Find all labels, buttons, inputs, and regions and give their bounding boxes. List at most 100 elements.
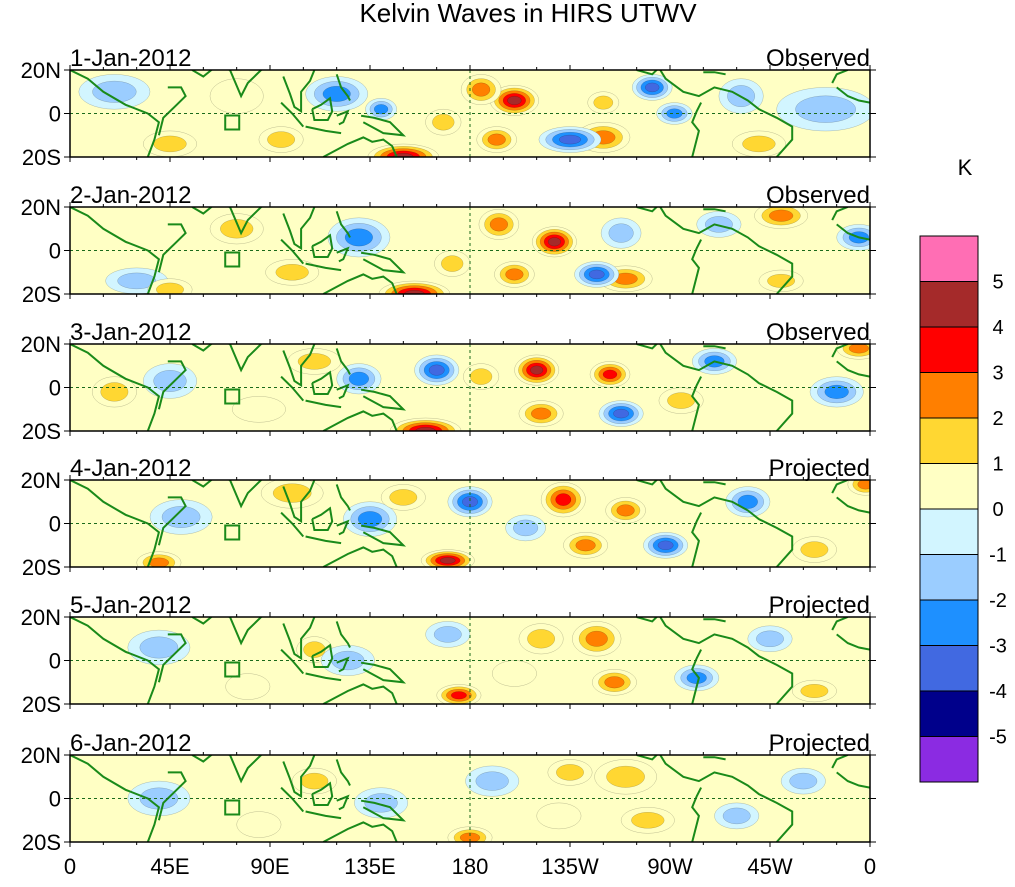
coastline (191, 755, 264, 784)
y-tick-label: 0 (49, 376, 61, 401)
anomaly-cell (731, 130, 786, 157)
contour-band (857, 480, 870, 490)
coastline (836, 223, 870, 241)
coastline (311, 96, 334, 121)
coastlines (70, 207, 870, 294)
coastline (70, 617, 161, 704)
coastline (191, 70, 264, 99)
coastline (836, 86, 870, 104)
coastline (311, 506, 334, 531)
coastline (322, 410, 398, 431)
coastline (691, 102, 702, 157)
x-tick-label: 0 (64, 854, 76, 879)
anomaly-cell (489, 85, 540, 116)
coastline (305, 125, 342, 135)
coastline (157, 633, 187, 683)
colorbar-swatch (919, 645, 979, 692)
island-outline (224, 251, 241, 268)
anomaly-cell (594, 759, 657, 795)
anomaly-cell (460, 74, 502, 106)
panel-status: Observed (766, 319, 870, 346)
colorbar: K 5 4 3 2 1 0 -1 -2 -3 -4 -5 (919, 155, 1007, 783)
y-tick-label: 20N (21, 195, 61, 220)
contour-band (795, 95, 856, 123)
anomaly-cell (465, 765, 520, 797)
contour-band (824, 384, 849, 399)
anomaly-cell (127, 780, 191, 817)
panel-plot-area (70, 344, 870, 431)
contour-band (588, 269, 605, 280)
island-outline (224, 114, 241, 131)
anomaly-cell (143, 363, 197, 399)
colorbar-label: -3 (989, 636, 1007, 658)
anomaly-cell (327, 217, 391, 258)
contour-band (789, 772, 818, 790)
panel-4: 20N 0 20S 4-Jan-2012 Projected (21, 455, 876, 580)
contour-band (389, 489, 418, 506)
anomaly-cell (600, 217, 642, 249)
coastline (311, 233, 334, 258)
anomaly-cell (531, 226, 577, 258)
contour-band (602, 369, 618, 380)
contour-band (117, 272, 157, 290)
anomaly-cell (791, 679, 837, 703)
y-tick-label: 0 (49, 787, 61, 812)
coastline (836, 496, 870, 514)
contour-band (432, 113, 455, 131)
anomaly-cell (143, 130, 197, 157)
coastline (831, 617, 849, 631)
contour-band (153, 370, 187, 392)
coastline (335, 759, 351, 786)
anomaly-cell (809, 376, 864, 408)
colorbar-swatch (919, 235, 979, 282)
anomaly-cell (209, 78, 264, 114)
coastline (282, 480, 316, 524)
panel-date: 6-Jan-2012 (70, 730, 191, 757)
contour-band (507, 95, 522, 106)
coastline (703, 345, 726, 350)
contour-band (153, 135, 187, 153)
panel-plot-area (70, 207, 870, 294)
colorbar-swatch (919, 326, 979, 373)
coastline (157, 496, 187, 546)
coastline (636, 207, 794, 294)
coastline (191, 344, 264, 373)
contour-band (530, 407, 552, 420)
colorbar-swatch (919, 599, 979, 646)
anomaly-cell (367, 143, 440, 157)
contour-band (231, 396, 286, 423)
anomaly-cell (605, 497, 646, 524)
anomaly-cell (380, 484, 426, 511)
coastline (305, 810, 342, 820)
coastline (282, 70, 316, 114)
anomaly-cell (747, 625, 793, 653)
anomaly-cell (447, 486, 493, 518)
x-tick-label: 0 (864, 854, 876, 879)
anomaly-cell (643, 532, 689, 559)
contour-band (100, 382, 129, 402)
colorbar-swatch (919, 736, 979, 783)
coastline (191, 207, 264, 236)
y-tick-label: 20S (22, 830, 61, 855)
anomaly-cell (354, 787, 409, 819)
colorbar-swatch (919, 463, 979, 510)
contour-band (667, 392, 696, 409)
colorbar-label: -5 (989, 727, 1007, 749)
y-tick-label: 20S (22, 555, 61, 580)
panel-date: 2-Jan-2012 (70, 182, 191, 209)
x-tick-label: 45W (747, 854, 792, 879)
colorbar-unit: K (958, 155, 973, 180)
contour-band (297, 353, 332, 370)
anomaly-cell (463, 363, 500, 390)
contour-band (547, 237, 561, 247)
contour-band (616, 504, 635, 517)
anomaly-cell (791, 536, 837, 563)
coastline (691, 239, 702, 294)
coastline (636, 480, 794, 567)
coastline (636, 344, 794, 431)
contour-band (344, 228, 373, 247)
contour-band (800, 541, 829, 558)
anomaly-cell (305, 76, 369, 112)
panel-status: Observed (766, 182, 870, 209)
anomaly-cell (780, 767, 826, 795)
